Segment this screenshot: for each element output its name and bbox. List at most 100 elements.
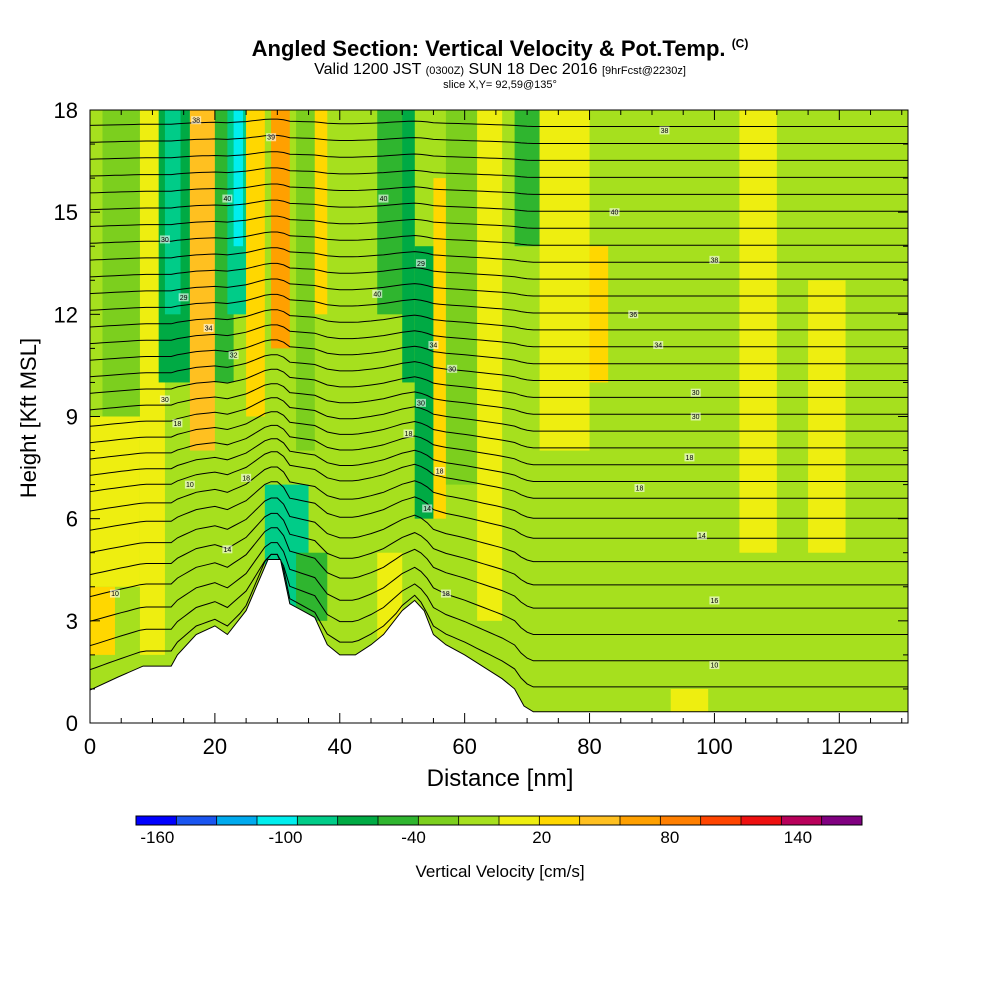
- isentrope-label: 30: [692, 414, 700, 421]
- isentrope-label: 29: [417, 261, 425, 268]
- isentrope: [90, 118, 908, 127]
- isentrope: [90, 293, 908, 314]
- isentrope-label-bg: [228, 351, 239, 360]
- isentrope-label-bg: [159, 235, 170, 244]
- y-tick-label: 15: [54, 200, 78, 225]
- colorbar-swatch: [337, 816, 379, 825]
- colorbar-swatch: [821, 816, 863, 825]
- isentrope: [90, 215, 908, 229]
- isentropes: 10 18 10 16 14 18 18 30 30 34 36 38 40 38 18 10 18 30 34 32…: [90, 116, 908, 688]
- isentrope-label-bg: [378, 194, 389, 203]
- isentrope-label-bg: [447, 364, 458, 373]
- chart-subtitle: Valid 1200 JST (0300Z) SUN 18 Dec 2016 […: [314, 61, 686, 78]
- isentrope: [90, 383, 908, 415]
- colorbar-swatch: [499, 816, 540, 825]
- isentrope-label: 30: [692, 390, 700, 397]
- slice-label: slice X,Y= 92,59@135°: [443, 79, 557, 91]
- terrain-shape: [90, 559, 908, 723]
- isentrope-label: 38: [192, 118, 200, 125]
- isentrope-label: 30: [161, 237, 169, 244]
- velocity-cell: [314, 110, 328, 315]
- velocity-cell: [433, 178, 446, 519]
- isentrope-label-bg: [109, 589, 120, 598]
- isentrope-label-bg: [434, 466, 445, 475]
- x-tick-label: 40: [328, 734, 352, 759]
- isentrope-label-bg: [184, 480, 195, 489]
- isentrope: [90, 134, 908, 144]
- isentrope-label: 10: [711, 663, 719, 670]
- velocity-cell: [90, 416, 140, 587]
- x-tick-label: 0: [84, 734, 96, 759]
- velocity-cell: [608, 246, 740, 621]
- x-axis-title: Distance [nm]: [426, 765, 574, 792]
- colorbar-tick-label: -160: [140, 828, 174, 847]
- isentrope: [90, 309, 908, 331]
- isentrope-label: 14: [223, 547, 231, 554]
- isentrope-label-bg: [709, 255, 720, 264]
- isentrope-label-bg: [628, 310, 639, 319]
- velocity-cell: [402, 110, 415, 383]
- colorbar-swatch: [378, 816, 419, 825]
- velocity-cell: [445, 110, 478, 485]
- velocity-cell: [189, 110, 215, 451]
- y-tick-label: 9: [66, 405, 78, 430]
- colorbar-swatch: [700, 816, 742, 825]
- isentrope-label: 18: [405, 431, 413, 438]
- colorbar-swatch: [660, 816, 702, 825]
- isentrope-label: 18: [442, 591, 450, 598]
- velocity-cell: [246, 110, 265, 417]
- isentrope-label-bg: [428, 340, 439, 349]
- y-axis-title: Height [Kft MSL]: [16, 337, 41, 499]
- isentrope-label-bg: [684, 453, 695, 462]
- isentrope: [90, 481, 908, 539]
- isentrope-label: 34: [654, 342, 662, 349]
- colorbar: -160 -100 -40 20 80 140: [135, 815, 863, 847]
- isentrope: [90, 542, 908, 635]
- isentrope-label-bg: [191, 116, 202, 125]
- isentrope: [90, 354, 908, 381]
- isentrope-label-bg: [159, 395, 170, 404]
- isentrope: [90, 151, 908, 161]
- y-tick-label: 18: [54, 98, 78, 123]
- isentrope: [90, 167, 908, 178]
- isentrope-label: 34: [430, 342, 438, 349]
- isentrope-label: 16: [711, 598, 719, 605]
- colorbar-tick-label: 80: [660, 828, 679, 847]
- isentrope-label-bg: [172, 419, 183, 428]
- velocity-cell: [739, 110, 777, 553]
- isentrope-label-bg: [696, 531, 707, 540]
- isentrope: [90, 183, 908, 195]
- velocity-cell: [539, 110, 590, 451]
- isentrope-label: 18: [636, 486, 644, 493]
- velocity-cell: [296, 110, 315, 451]
- velocity-cell: [589, 246, 609, 383]
- isentrope-label: 34: [205, 325, 213, 332]
- isentrope-label-bg: [266, 133, 277, 142]
- isentrope: [90, 466, 908, 519]
- isentrope: [90, 278, 908, 297]
- isentrope-label: 18: [174, 421, 182, 428]
- colorbar-tick-label: 20: [532, 828, 551, 847]
- isentrope-label: 36: [629, 312, 637, 319]
- velocity-cell: [514, 110, 540, 247]
- isentrope-label: 10: [111, 591, 119, 598]
- colorbar-swatch: [418, 816, 460, 825]
- isentrope: [90, 247, 908, 263]
- velocity-cell: [164, 110, 181, 315]
- isentrope-label-bg: [241, 473, 252, 482]
- isentrope-label-bg: [634, 484, 645, 493]
- isentrope-label-bg: [203, 323, 214, 332]
- colorbar-title: Vertical Velocity [cm/s]: [415, 862, 585, 881]
- y-tick-label: 12: [54, 302, 78, 327]
- isentrope-label: 38: [661, 128, 669, 135]
- isentrope: [90, 527, 908, 609]
- isentrope-label: 40: [373, 291, 381, 298]
- isentrope: [90, 231, 908, 246]
- colorbar-swatch: [579, 816, 621, 825]
- x-tick-label: 120: [821, 734, 858, 759]
- isentrope-label-bg: [609, 208, 620, 217]
- colorbar-swatch: [216, 816, 258, 825]
- colorbar-swatch: [136, 816, 177, 825]
- chart-title: Angled Section: Vertical Velocity & Pot.…: [251, 36, 749, 61]
- isentrope-label: 30: [417, 400, 425, 407]
